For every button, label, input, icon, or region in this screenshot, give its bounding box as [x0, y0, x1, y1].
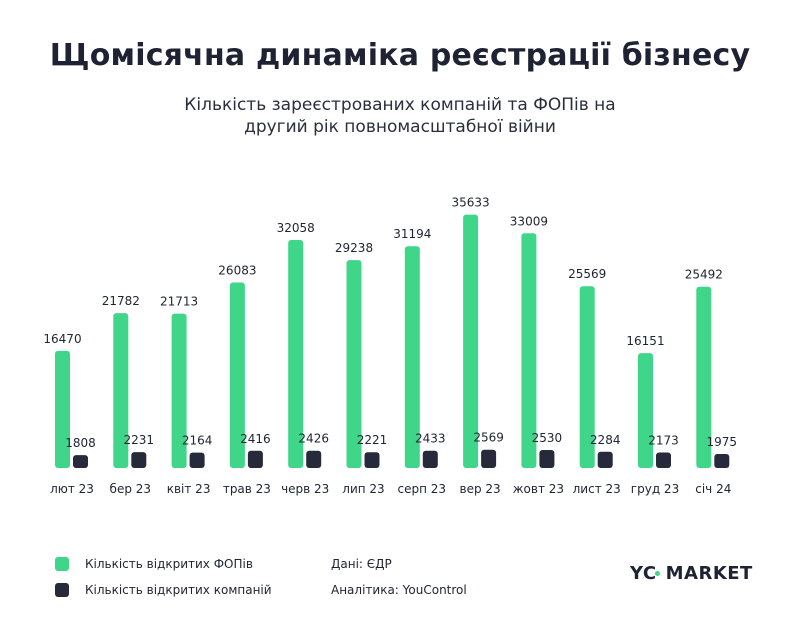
- bar-fop: [171, 313, 187, 468]
- bar-company: [597, 451, 613, 468]
- bar-fop: [55, 350, 70, 468]
- bar-company: [131, 452, 147, 468]
- bar-company: [189, 452, 205, 468]
- x-tick-label: квіт 23: [167, 482, 211, 496]
- data-label-company: 2426: [298, 432, 329, 446]
- data-label-fop: 21782: [102, 294, 140, 308]
- bar-company: [539, 450, 555, 468]
- bar-fop: [346, 260, 362, 468]
- bar-company: [364, 452, 380, 468]
- legend-swatch-fop: [55, 557, 69, 571]
- data-label-fop: 29238: [335, 241, 373, 255]
- x-tick-label: серп 23: [398, 482, 447, 496]
- data-label-fop: 32058: [277, 221, 315, 235]
- legend-label-fop: Кількість відкритих ФОПів: [85, 557, 253, 571]
- bar-company: [422, 450, 438, 468]
- x-tick-label: трав 23: [223, 482, 271, 496]
- x-tick-label: лют 23: [50, 482, 94, 496]
- x-tick-label: жовт 23: [513, 482, 564, 496]
- legend-swatch-company: [55, 583, 69, 597]
- data-label-company: 2530: [532, 431, 563, 445]
- bar-company: [247, 450, 263, 468]
- data-label-company: 2284: [590, 433, 621, 447]
- sources: Дані: ЄДР Аналітика: YouControl: [331, 553, 467, 605]
- bar-fop: [521, 233, 537, 468]
- x-tick-label: лист 23: [573, 482, 621, 496]
- data-label-company: 2416: [240, 432, 271, 446]
- yc-market-logo: YC MARKET: [630, 563, 753, 584]
- bar-company: [73, 455, 88, 468]
- bar-company: [481, 449, 497, 468]
- bar-fop: [288, 240, 304, 468]
- legend-item-fop: Кількість відкритих ФОПів: [55, 553, 272, 575]
- bar-fop: [638, 353, 653, 468]
- bar-fop: [463, 214, 479, 468]
- data-label-company: 2164: [182, 434, 213, 448]
- data-label-company: 2231: [124, 433, 155, 447]
- data-label-company: 2433: [415, 432, 446, 446]
- data-label-company: 2221: [357, 433, 388, 447]
- x-tick-label: вер 23: [460, 482, 501, 496]
- x-tick-label: груд 23: [631, 482, 679, 496]
- bar-fop: [113, 313, 129, 468]
- bar-company: [306, 450, 322, 468]
- logo-left-text: YC: [630, 563, 657, 584]
- legend-label-company: Кількість відкритих компаній: [85, 583, 272, 597]
- chart-subtitle: Кількість зареєстрованих компаній та ФОП…: [150, 94, 650, 138]
- chart-title: Щомісячна динаміка реєстрації бізнесу: [49, 38, 751, 73]
- data-label-company: 1808: [65, 436, 96, 450]
- bar-chart: 16470 1808 лют 23 21782 2231 бер 23 21713 2164 к…: [43, 196, 738, 496]
- data-label-fop: 31194: [393, 227, 431, 241]
- data-label-fop: 25492: [685, 268, 723, 282]
- data-label-fop: 33009: [510, 214, 548, 228]
- x-tick-label: черв 23: [281, 482, 329, 496]
- data-label-fop: 26083: [218, 264, 256, 278]
- subtitle-line-2: другий рік повномасштабної війни: [244, 117, 556, 137]
- logo-dot-icon: [654, 571, 660, 576]
- data-label-fop: 35633: [452, 196, 490, 210]
- data-label-company: 2173: [648, 434, 679, 448]
- legend-item-company: Кількість відкритих компаній: [55, 579, 272, 601]
- data-label-fop: 16470: [43, 332, 81, 346]
- bar-fop: [229, 282, 245, 468]
- logo-right-text: MARKET: [665, 563, 753, 584]
- legend: Кількість відкритих ФОПів Кількість відк…: [55, 553, 272, 605]
- x-tick-label: лип 23: [342, 482, 384, 496]
- source-data: Дані: ЄДР: [331, 557, 392, 571]
- data-label-fop: 25569: [568, 267, 606, 281]
- x-tick-label: бер 23: [110, 482, 151, 496]
- bar-company: [656, 452, 671, 468]
- data-label-company: 1975: [707, 435, 738, 449]
- bar-fop: [579, 286, 595, 468]
- data-label-fop: 21713: [160, 295, 198, 309]
- subtitle-line-1: Кількість зареєстрованих компаній та ФОП…: [184, 95, 616, 115]
- bar-fop: [696, 286, 712, 468]
- x-tick-label: січ 24: [695, 482, 731, 496]
- source-analytics: Аналітика: YouControl: [331, 583, 467, 597]
- bar-company: [714, 454, 730, 468]
- bar-fop: [404, 246, 420, 468]
- data-label-fop: 16151: [626, 334, 664, 348]
- data-label-company: 2569: [473, 431, 504, 445]
